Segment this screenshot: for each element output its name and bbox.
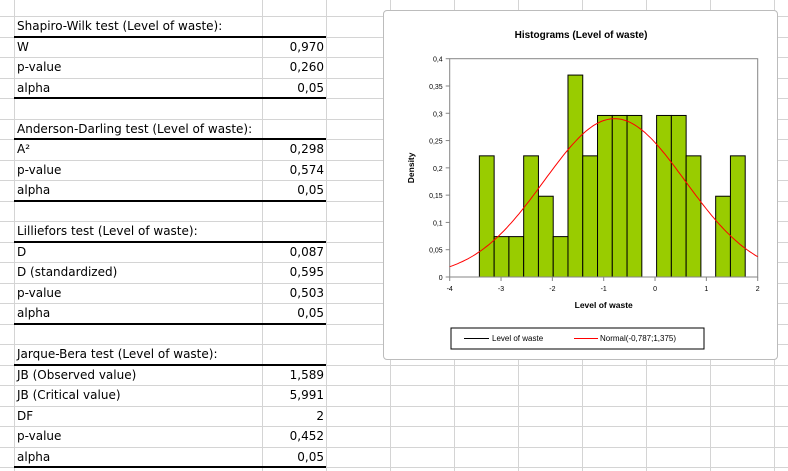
stat-label[interactable]: p-value	[17, 162, 62, 177]
table-border	[14, 200, 326, 202]
histogram-bar	[670, 114, 687, 278]
histogram-bar	[729, 155, 746, 278]
table-border	[14, 466, 326, 468]
test-title[interactable]: Jarque-Bera test (Level of waste):	[17, 347, 218, 361]
stat-label[interactable]: A²	[17, 142, 31, 156]
histogram-bar	[567, 74, 584, 278]
histogram-bar	[685, 155, 702, 278]
histogram-bar	[656, 114, 672, 278]
histogram-chart[interactable]: Histograms (Level of waste) 0 0,05 0,1 0,15 0…	[383, 10, 778, 360]
y-tick-label: 0,1	[433, 220, 443, 227]
stat-value[interactable]: 0,503	[289, 285, 324, 300]
legend-label: Level of waste	[492, 334, 544, 343]
stat-label[interactable]: DF	[17, 408, 34, 423]
table-border	[14, 97, 326, 99]
test-title[interactable]: Shapiro-Wilk test (Level of waste):	[17, 19, 223, 33]
histogram-bar	[493, 236, 510, 278]
stat-label[interactable]: D (standardized)	[17, 265, 118, 279]
stat-label[interactable]: p-value	[17, 429, 62, 443]
table-border	[14, 241, 326, 243]
histogram-bar	[478, 155, 495, 278]
y-tick-label: 0,2	[433, 166, 443, 173]
y-tick-label: 0,3	[433, 111, 443, 118]
stat-value[interactable]: 0,05	[297, 183, 324, 197]
histogram-bar	[715, 195, 731, 278]
legend-label: Normal(-0,787;1,375)	[600, 334, 676, 343]
stat-value[interactable]: 0,595	[289, 265, 324, 279]
table-border	[14, 364, 326, 366]
x-tick-label: 1	[704, 286, 708, 293]
y-tick-label: 0,05	[429, 248, 443, 255]
y-tick-label: 0,15	[429, 193, 443, 200]
y-tick-label: 0	[439, 275, 443, 282]
stat-label[interactable]: JB (Critical value)	[17, 388, 121, 402]
table-border	[14, 36, 326, 38]
stat-label[interactable]: W	[17, 39, 29, 54]
stat-value[interactable]: 0,05	[297, 80, 324, 95]
y-tick-label: 0,4	[433, 57, 443, 64]
histogram-bar	[508, 236, 525, 278]
stat-value[interactable]: 0,260	[289, 60, 324, 74]
normal-curve	[449, 118, 758, 268]
x-tick-label: -4	[447, 286, 453, 293]
stat-label[interactable]: p-value	[17, 285, 62, 300]
histogram-bar	[523, 155, 539, 278]
y-tick-label: 0,25	[429, 139, 443, 146]
stat-value[interactable]: 0,574	[289, 162, 324, 177]
histogram-bar	[552, 236, 569, 278]
stat-value[interactable]: 0,970	[289, 39, 324, 54]
stat-value[interactable]: 0,298	[289, 142, 324, 156]
histogram-bar	[597, 114, 613, 278]
x-tick-label: -3	[498, 286, 504, 293]
stat-value[interactable]: 0,087	[289, 244, 324, 259]
stat-value[interactable]: 0,05	[297, 449, 324, 464]
stat-label[interactable]: alpha	[17, 183, 51, 197]
stat-value[interactable]: 5,991	[289, 388, 324, 402]
y-tick-label: 0,35	[429, 84, 443, 91]
histogram-bar	[537, 195, 554, 278]
x-tick-label: -2	[549, 286, 555, 293]
table-border	[14, 323, 326, 325]
stat-label[interactable]: p-value	[17, 60, 62, 74]
test-title[interactable]: Anderson-Darling test (Level of waste):	[17, 121, 253, 136]
stat-value[interactable]: 1,589	[289, 367, 324, 382]
stat-value[interactable]: 0,05	[297, 306, 324, 320]
x-axis-label: Level of waste	[575, 300, 633, 310]
histogram-bar	[611, 114, 628, 278]
y-axis-label: Density	[406, 152, 416, 183]
x-tick-label: -1	[601, 286, 607, 293]
stat-label[interactable]: JB (Observed value)	[17, 367, 137, 382]
x-tick-label: 0	[653, 286, 657, 293]
stat-value[interactable]: 2	[316, 408, 324, 423]
stat-label[interactable]: alpha	[17, 80, 51, 95]
x-tick-label: 2	[756, 286, 760, 293]
stat-label[interactable]: alpha	[17, 306, 51, 320]
table-border	[14, 138, 326, 140]
stat-label[interactable]: D	[17, 244, 27, 259]
chart-title: Histograms (Level of waste)	[515, 30, 648, 41]
stat-value[interactable]: 0,452	[289, 429, 324, 443]
histogram-bar	[626, 114, 643, 278]
histogram-bar	[582, 155, 599, 278]
test-title[interactable]: Lilliefors test (Level of waste):	[17, 224, 198, 238]
stat-label[interactable]: alpha	[17, 449, 51, 464]
